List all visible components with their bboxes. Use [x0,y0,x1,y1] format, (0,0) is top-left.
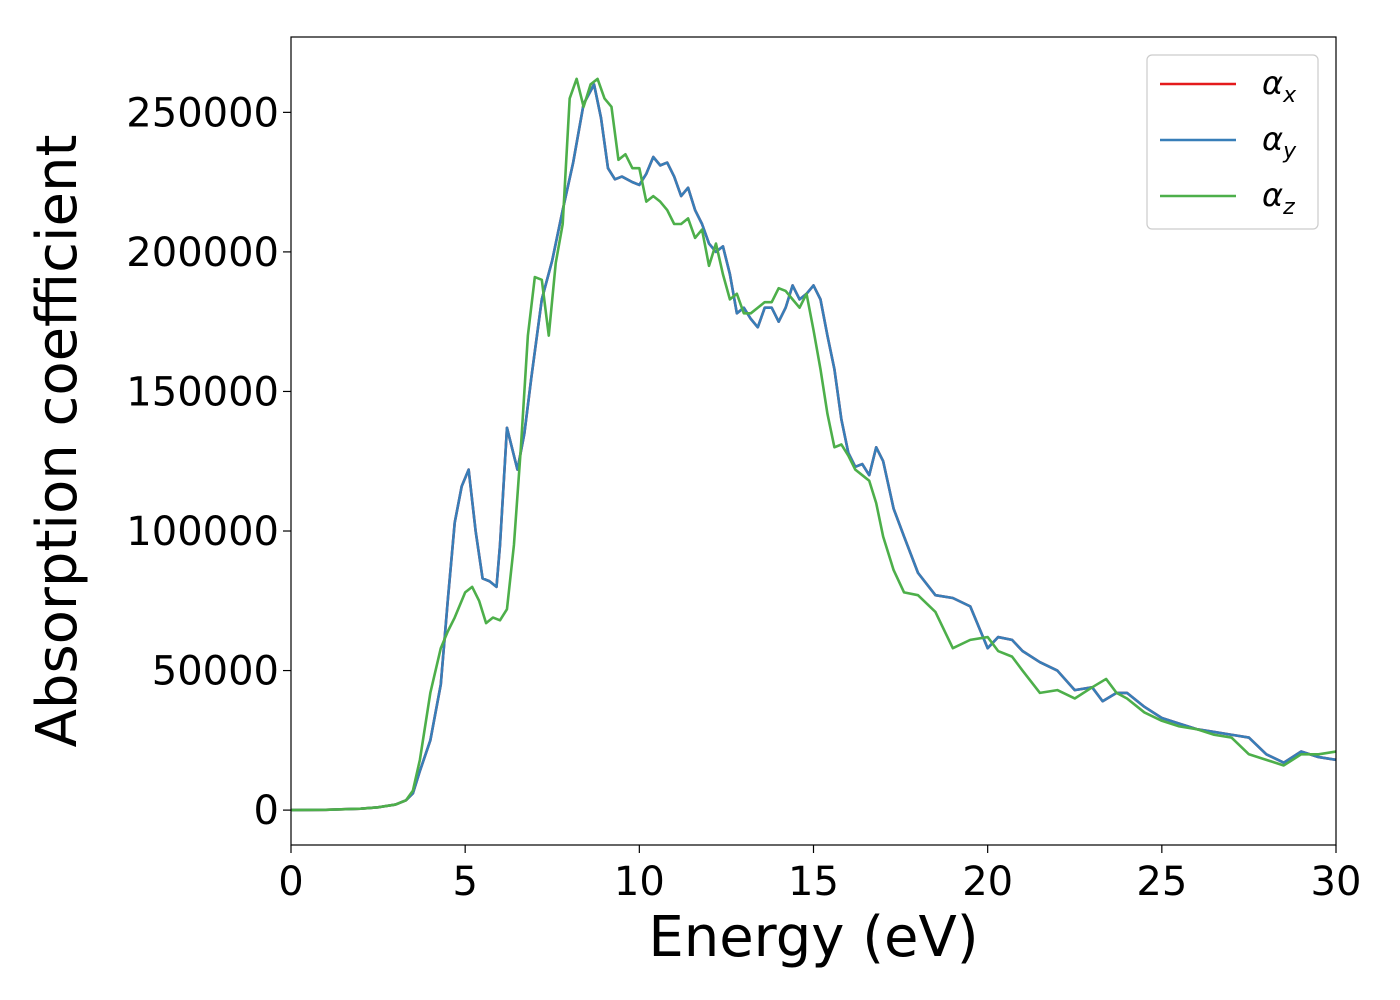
x-tick-label: 20 [962,859,1013,905]
y-tick-label: 200000 [126,230,279,276]
y-axis-title: Absorption coefficient [25,135,90,748]
x-tick-label: 25 [1136,859,1187,905]
y-tick-label: 150000 [126,369,279,415]
y-tick-label: 250000 [126,90,279,136]
x-tick-label: 0 [278,859,303,905]
legend-box [1146,54,1319,230]
x-tick-label: 15 [788,859,839,905]
y-axis: 0 50000 100000 150000 200000 250000 [126,90,291,834]
x-tick-label: 30 [1311,859,1362,905]
x-tick-label: 5 [452,859,477,905]
series-line-2 [291,83,1336,812]
y-tick-label: 100000 [126,509,279,555]
y-tick-label: 50000 [152,649,279,695]
series-layer [291,77,1336,812]
x-axis: 0 5 10 15 20 25 30 [278,845,1361,905]
x-tick-label: 10 [614,859,665,905]
y-tick-label: 0 [254,788,279,834]
x-axis-title: Energy (eV) [648,905,978,970]
series-line-3 [291,77,1336,812]
